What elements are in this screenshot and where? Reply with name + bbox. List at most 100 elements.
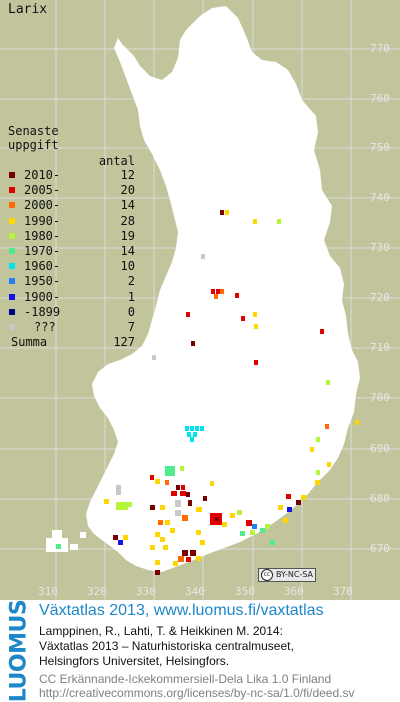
legend-label: 1980- — [24, 228, 61, 243]
observation-square — [180, 491, 186, 496]
observation-square — [278, 505, 283, 510]
legend-row: 1970- 14 — [8, 244, 143, 259]
y-tick-label: 730 — [370, 241, 390, 254]
observation-square — [190, 426, 194, 431]
citation-line: Helsingfors Universitet, Helsingfors. — [39, 654, 230, 668]
license-line: CC Erkännande-Ickekommersiell-Dela Lika … — [39, 672, 332, 686]
legend-summa-row: Summa 127 — [8, 335, 143, 350]
x-tick-label: 340 — [185, 585, 205, 598]
observation-square — [150, 545, 155, 550]
legend-row: 1900- 1 — [8, 290, 143, 305]
observation-square — [158, 520, 163, 525]
observation-square — [254, 360, 258, 365]
license-url-link[interactable]: http://creativecommons.org/licenses/by-n… — [39, 686, 355, 700]
legend-row: 2000- 14 — [8, 198, 143, 213]
legend-count: 0 — [127, 304, 135, 319]
observation-square — [178, 556, 184, 562]
observation-square — [220, 289, 224, 294]
legend-swatch — [9, 308, 15, 315]
observation-square — [286, 494, 291, 499]
observation-square — [220, 210, 224, 215]
footer-headline-link[interactable]: Växtatlas 2013, www.luomus.fi/vaxtatlas — [39, 602, 324, 619]
observation-square — [241, 316, 245, 321]
observation-square — [123, 535, 128, 540]
observation-square — [155, 532, 160, 537]
map-title: Larix — [8, 2, 48, 17]
observation-square — [316, 470, 320, 475]
observation-square — [254, 324, 258, 329]
observation-square — [155, 570, 160, 575]
observation-square — [316, 437, 320, 442]
observation-square — [186, 557, 191, 562]
legend-summa-label: Summa — [11, 335, 48, 350]
observation-square — [191, 341, 195, 346]
observation-square — [201, 254, 205, 259]
license-badge[interactable]: cc BY-NC-SA — [258, 568, 316, 582]
legend-count: 14 — [120, 243, 135, 258]
x-tick-label: 330 — [136, 585, 156, 598]
observation-square — [175, 500, 181, 507]
observation-square — [182, 550, 188, 556]
observation-square — [310, 447, 314, 452]
observation-square — [152, 355, 156, 360]
observation-square — [196, 556, 201, 561]
observation-square — [225, 210, 229, 215]
observation-square — [185, 426, 189, 431]
legend-heading-line1: Senaste — [8, 124, 59, 138]
observation-square — [326, 380, 330, 385]
observation-square — [246, 520, 252, 526]
legend-count: 1 — [127, 289, 135, 304]
legend-count: 19 — [120, 228, 135, 243]
y-tick-label: 690 — [370, 442, 390, 455]
legend-label: 2005- — [24, 183, 61, 198]
x-tick-label: 370 — [333, 585, 353, 598]
citation-line: Växtatlas 2013 – Naturhistoriska central… — [39, 639, 294, 653]
legend-row: ??? 7 — [8, 320, 143, 335]
island — [80, 532, 86, 538]
observation-square — [195, 426, 199, 431]
legend-label: 1900- — [24, 289, 61, 304]
legend-swatch — [9, 172, 15, 178]
observation-squares — [56, 210, 359, 575]
luomus-logo: LUOMUS — [6, 600, 32, 702]
legend-label: 1960- — [24, 259, 61, 274]
observation-square — [200, 426, 204, 431]
y-tick-label: 740 — [370, 191, 390, 204]
y-tick-label: 710 — [370, 341, 390, 354]
creative-commons-icon: cc — [261, 569, 273, 581]
observation-square — [230, 513, 235, 518]
observation-square — [193, 432, 197, 437]
legend-swatch — [9, 323, 15, 330]
island — [70, 544, 78, 550]
legend-label: 2010- — [24, 168, 61, 182]
legend-label: 2000- — [24, 198, 61, 213]
observation-square — [56, 544, 61, 549]
observation-square — [182, 515, 188, 521]
observation-square — [270, 540, 275, 545]
legend-row: 1950- 2 — [8, 274, 143, 289]
observation-square — [196, 530, 201, 535]
legend: Senaste uppgift antal 2010- 12 2005- 20 20… — [8, 124, 143, 350]
legend-label: 1970- — [24, 243, 61, 258]
legend-row: 1980- 19 — [8, 229, 143, 244]
legend-swatch — [9, 247, 15, 254]
observation-square — [283, 518, 288, 523]
logo-text: LUOMUS — [6, 599, 32, 702]
map-canvas — [0, 0, 400, 600]
legend-swatch — [9, 187, 15, 194]
x-tick-label: 320 — [87, 585, 107, 598]
observation-square — [188, 500, 192, 506]
observation-square — [180, 466, 184, 471]
legend-count: 14 — [120, 198, 135, 213]
legend-count: 20 — [120, 183, 135, 198]
legend-count: 28 — [120, 213, 135, 228]
observation-square — [327, 462, 331, 467]
observation-square — [116, 502, 128, 510]
legend-heading-line2: uppgift — [8, 138, 59, 152]
legend-row: 2010- 12 — [8, 168, 143, 183]
observation-square — [196, 507, 202, 512]
observation-square — [118, 540, 123, 545]
x-tick-label: 360 — [284, 585, 304, 598]
observation-square — [200, 540, 205, 545]
footer — [0, 600, 400, 702]
